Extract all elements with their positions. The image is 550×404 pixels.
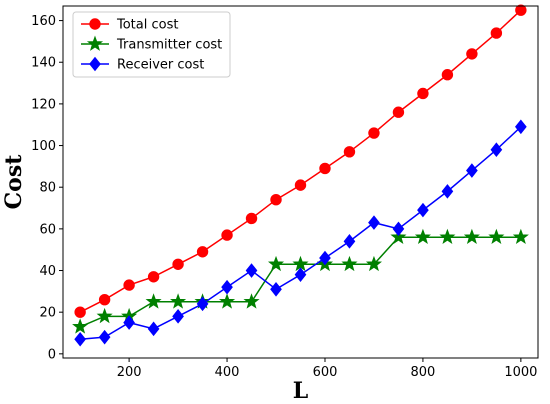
data-point (172, 258, 184, 270)
data-point (270, 281, 282, 297)
data-point (319, 250, 331, 266)
y-tick-label: 120 (31, 97, 56, 112)
data-point (441, 69, 454, 81)
series-total-cost (74, 4, 527, 318)
data-point (368, 215, 380, 230)
y-axis: 0 20 40 60 80 100 120 140 160 (31, 14, 63, 362)
legend-marker (86, 35, 104, 51)
legend-label: Receiver cost (117, 58, 204, 73)
data-point (145, 293, 162, 309)
data-point (270, 194, 282, 206)
data-point (74, 331, 86, 347)
data-point (74, 306, 86, 318)
data-point (123, 315, 135, 330)
data-point (96, 307, 113, 324)
y-tick-label: 60 (39, 222, 56, 237)
data-point (267, 255, 285, 272)
legend-item: Receiver cost (81, 56, 204, 73)
data-point (488, 228, 505, 245)
x-tick-label: 600 (313, 365, 338, 380)
data-point (172, 309, 184, 324)
y-axis-title: Cost (1, 154, 27, 210)
data-point (245, 263, 258, 278)
data-point (392, 106, 405, 118)
y-tick-label: 20 (39, 306, 56, 321)
y-tick-label: 80 (39, 181, 56, 196)
x-tick-label: 200 (117, 365, 142, 380)
x-tick-label: 800 (411, 365, 436, 380)
x-tick-label: 400 (215, 365, 240, 380)
data-point (219, 293, 236, 309)
legend-box (72, 11, 231, 78)
data-point (170, 293, 187, 309)
y-tick-label: 100 (31, 139, 56, 154)
data-point (221, 229, 233, 241)
plot-area (72, 4, 529, 347)
data-point (439, 228, 456, 245)
data-point (341, 255, 358, 272)
data-point (343, 234, 356, 249)
data-point (123, 279, 135, 291)
y-tick-label: 140 (31, 56, 56, 71)
x-axis-title: L (293, 378, 308, 404)
data-point (343, 146, 356, 158)
data-point (147, 271, 160, 283)
data-point (294, 267, 307, 282)
data-point (319, 162, 331, 175)
data-point (490, 27, 503, 39)
data-point (292, 255, 309, 272)
data-point (245, 212, 258, 225)
data-point (466, 48, 478, 60)
data-point (221, 279, 233, 295)
x-axis: 200 400 600 800 1000 (117, 358, 537, 380)
data-point (147, 321, 160, 337)
data-point (365, 255, 382, 272)
data-point (515, 119, 527, 135)
legend-item: Total cost (81, 18, 178, 33)
data-point (466, 163, 478, 178)
data-point (414, 228, 431, 245)
data-point (196, 296, 209, 312)
data-point (72, 318, 89, 334)
data-point (196, 246, 209, 258)
data-point (441, 184, 454, 199)
data-point (390, 228, 407, 245)
data-point (98, 329, 111, 345)
y-tick-label: 0 (48, 347, 56, 362)
data-point (463, 228, 480, 245)
legend: Total cost Transmitter cost Receiver cost (72, 11, 231, 78)
data-point (243, 293, 260, 309)
data-point (294, 179, 307, 191)
data-point (515, 4, 527, 16)
data-point (512, 228, 529, 245)
x-tick-label: 1000 (504, 365, 537, 380)
legend-marker (89, 56, 101, 72)
data-point (417, 87, 429, 100)
series-line (80, 126, 522, 340)
plot-frame (62, 5, 539, 359)
series-receiver-cost (74, 119, 527, 347)
legend-label: Total cost (116, 18, 178, 33)
legend-marker (89, 18, 101, 30)
data-point (98, 293, 111, 306)
data-point (417, 202, 429, 218)
legend-label: Transmitter cost (116, 38, 222, 53)
data-point (368, 127, 380, 139)
data-point (392, 221, 405, 237)
y-tick-label: 160 (31, 14, 56, 29)
data-point (490, 142, 503, 158)
legend-item: Transmitter cost (81, 35, 222, 53)
y-tick-label: 40 (39, 264, 56, 279)
